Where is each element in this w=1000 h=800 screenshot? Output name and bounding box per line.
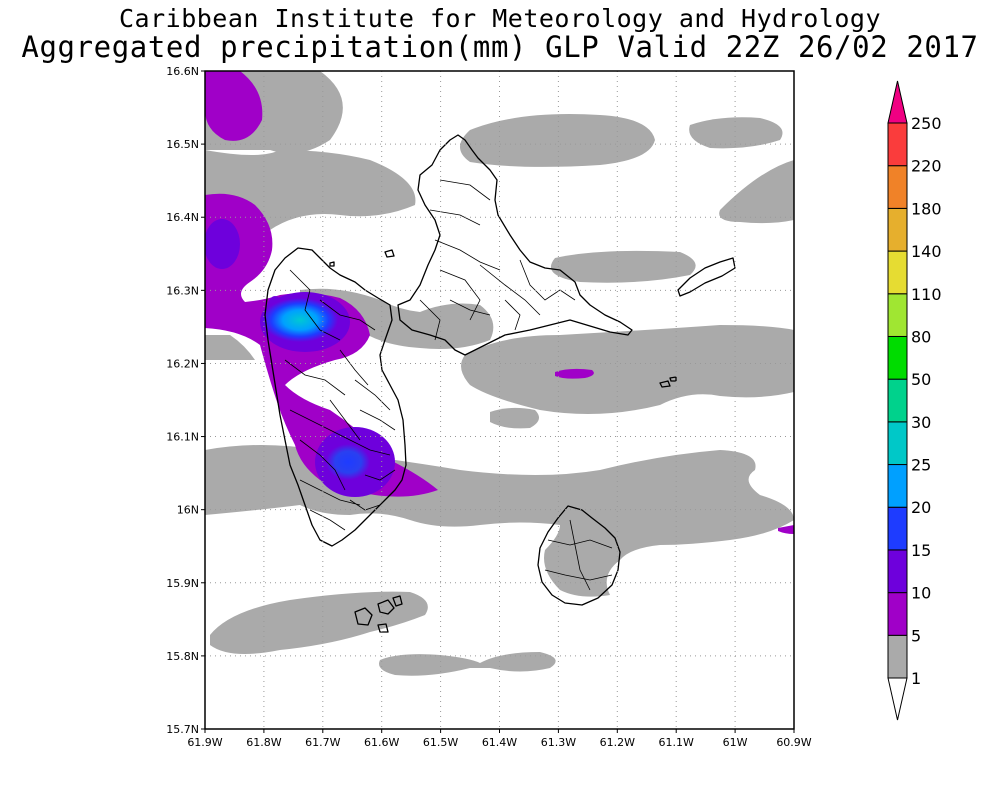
marie-galante-island [537,505,621,606]
les-saintes-islands [354,595,403,633]
lat-tick-label: 16.3N [166,284,199,297]
lon-tick-label: 61.9W [187,736,222,749]
lon-tick-label: 61.1W [659,736,694,749]
colorbar-segment [887,335,908,380]
colorbar-segment [887,207,908,252]
island-outlines [264,134,736,633]
colorbar-label: 10 [911,584,931,603]
colorbar-label: 15 [911,541,931,560]
colorbar-label: 80 [911,327,931,346]
la-desirade-island [677,257,736,297]
colorbar-label: 25 [911,456,931,475]
colorbar-label: 1 [911,669,921,688]
rain-core-north [262,298,338,342]
colorbar-label: 180 [911,199,942,218]
colorbar-label: 250 [911,114,942,133]
lon-tick-label: 61.2W [600,736,635,749]
chart-subtitle: Aggregated precipitation(mm) GLP Valid 2… [21,30,979,64]
lon-tick-label: 61.4W [482,736,517,749]
longitude-axis: 61.9W 61.8W 61.7W 61.6W 61.5W 61.4W 61.3W 61.2W… [187,729,812,749]
lat-tick-label: 16.4N [166,211,199,224]
colorbar-segment [887,378,908,423]
chart-title: Caribbean Institute for Meteorology and … [118,4,881,33]
grande-terre-island [397,134,633,356]
colorbar-segment [887,549,908,594]
colorbar-segment [887,250,908,295]
colorbar-label: 5 [911,626,921,645]
colorbar-label: 110 [911,285,942,304]
colorbar-label: 220 [911,157,942,176]
colorbar-label: 30 [911,413,931,432]
latitude-gridlines [205,143,794,657]
colorbar-arrow-low [887,677,908,721]
lat-tick-label: 16.6N [166,65,199,78]
colorbar-label: 20 [911,498,931,517]
colorbar-segment [887,421,908,466]
lat-tick-label: 15.7N [166,723,199,736]
colorbar-segment [887,506,908,551]
latitude-axis: 16.6N 16.5N 16.4N 16.3N 16.2N 16.1N 16N 15.9N 15… [166,65,205,736]
lon-tick-label: 61.6W [364,736,399,749]
commune-boundaries [284,179,613,591]
lon-tick-label: 61.3W [541,736,576,749]
lat-tick-label: 16.2N [166,357,199,370]
lat-tick-label: 15.8N [166,650,199,663]
colorbar-segment [887,165,908,209]
basse-terre-island [264,247,407,547]
colorbar-segment [887,464,908,508]
colorbar-label: 50 [911,370,931,389]
lat-tick-label: 16.5N [166,138,199,151]
rain-core-south [326,444,370,480]
colorbar-segment [887,293,908,337]
lat-tick-label: 16N [177,504,199,517]
lon-tick-label: 61.5W [423,736,458,749]
colorbar-segment [887,634,908,679]
colorbar-label: 140 [911,242,942,261]
lon-tick-label: 60.9W [776,736,811,749]
colorbar-arrow-high [887,80,908,124]
lon-tick-label: 61W [723,736,748,749]
colorbar-segment [887,122,908,167]
lat-tick-label: 15.9N [166,577,199,590]
colorbar-segment [887,592,908,636]
lon-tick-label: 61.8W [246,736,281,749]
lat-tick-label: 16.1N [166,431,199,444]
lon-tick-label: 61.7W [305,736,340,749]
